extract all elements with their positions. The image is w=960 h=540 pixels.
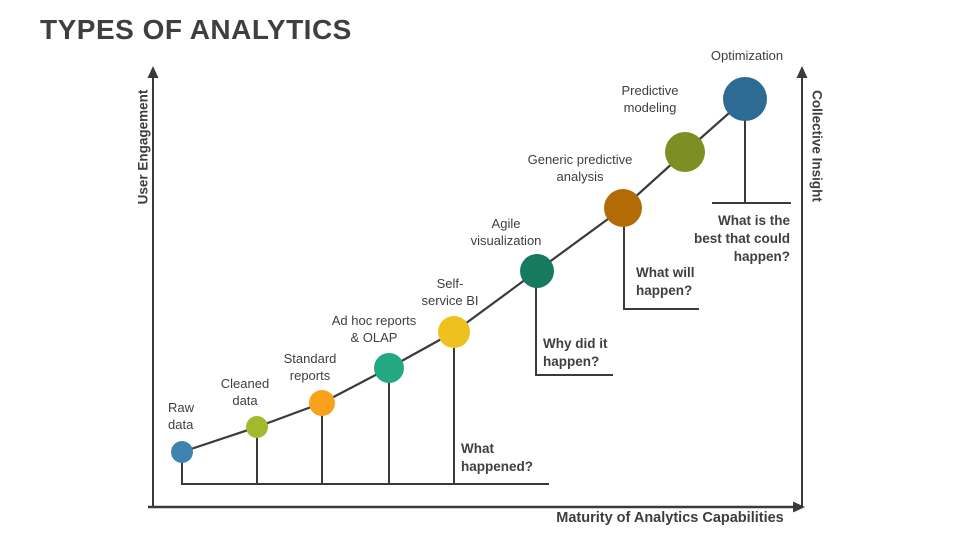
x-axis-label-maturity: Maturity of Analytics Capabilities bbox=[556, 510, 784, 526]
stage-dot-predictive-modeling bbox=[665, 132, 705, 172]
y-axis-label-user-engagement: User Engagement bbox=[135, 89, 151, 205]
question-why-did-it-happen: Why did it happen? bbox=[543, 336, 608, 369]
stage-dot-generic-predictive bbox=[604, 189, 642, 227]
stage-label-raw-data: Raw data bbox=[168, 400, 195, 432]
question-what-happened: What happened? bbox=[461, 441, 534, 474]
y-axis-label-collective-insight: Collective Insight bbox=[809, 90, 825, 202]
stage-dot-cleaned-data bbox=[246, 416, 268, 438]
left-axis-arrow-icon bbox=[147, 66, 159, 78]
question-what-will-happen: What will happen? bbox=[636, 265, 695, 298]
why-did-it-happen-bracket bbox=[535, 271, 613, 376]
stage-dot-standard-reports bbox=[309, 390, 335, 416]
stage-label-optimization: Optimization bbox=[710, 48, 784, 63]
what-will-happen-bracket bbox=[623, 208, 699, 310]
stage-label-self-service-bi: Self- service BI bbox=[421, 276, 479, 308]
stage-dot-raw-data bbox=[171, 441, 193, 463]
stage-dot-agile-visualization bbox=[520, 254, 554, 288]
stage-dot-adhoc-reports-olap bbox=[374, 353, 404, 383]
stage-label-generic-predictive: Generic predictive analysis bbox=[527, 152, 633, 184]
question-best-that-could-happen: What is the best that could happen? bbox=[693, 213, 790, 264]
stage-label-predictive-modeling: Predictive modeling bbox=[621, 83, 679, 115]
stage-label-cleaned-data: Cleaned data bbox=[220, 376, 270, 408]
bottom-axis-arrow-icon bbox=[793, 501, 805, 513]
stage-dot-optimization bbox=[723, 77, 767, 121]
stage-dot-self-service-bi bbox=[438, 316, 470, 348]
stage-label-adhoc-reports-olap: Ad hoc reports & OLAP bbox=[331, 313, 417, 345]
right-axis-arrow-icon bbox=[796, 66, 808, 78]
stage-label-agile-visualization: Agile visualization bbox=[470, 216, 542, 248]
stage-label-standard-reports: Standard reports bbox=[283, 351, 337, 383]
slide-title: TYPES OF ANALYTICS bbox=[40, 14, 352, 45]
